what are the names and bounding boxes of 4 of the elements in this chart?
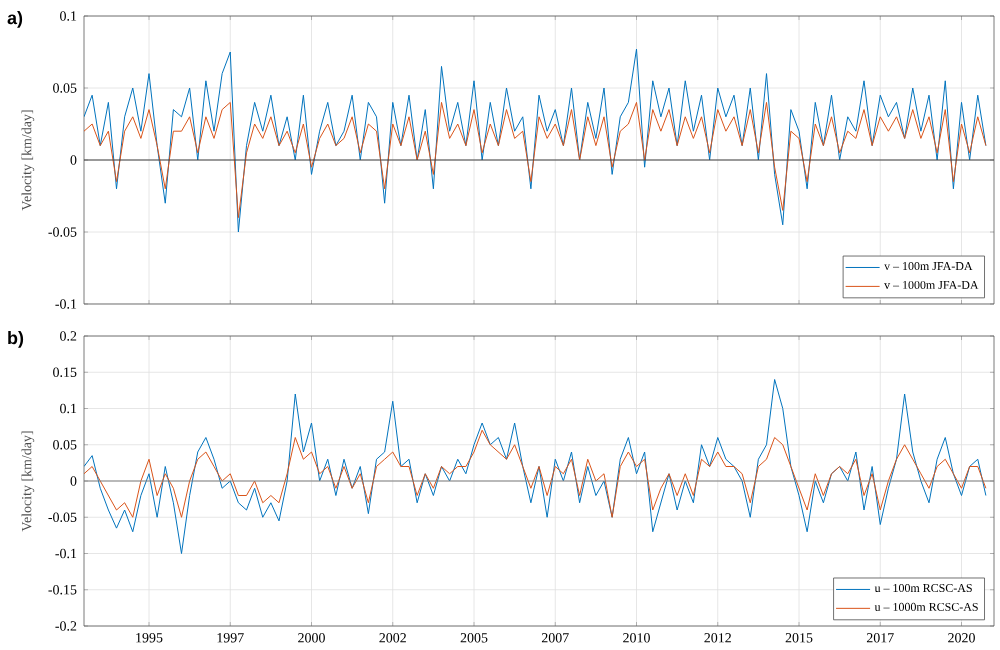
line-series bbox=[84, 101, 987, 219]
chart-title: a) bbox=[7, 11, 23, 28]
line-series bbox=[84, 48, 987, 233]
chart-title: b) bbox=[8, 331, 24, 348]
